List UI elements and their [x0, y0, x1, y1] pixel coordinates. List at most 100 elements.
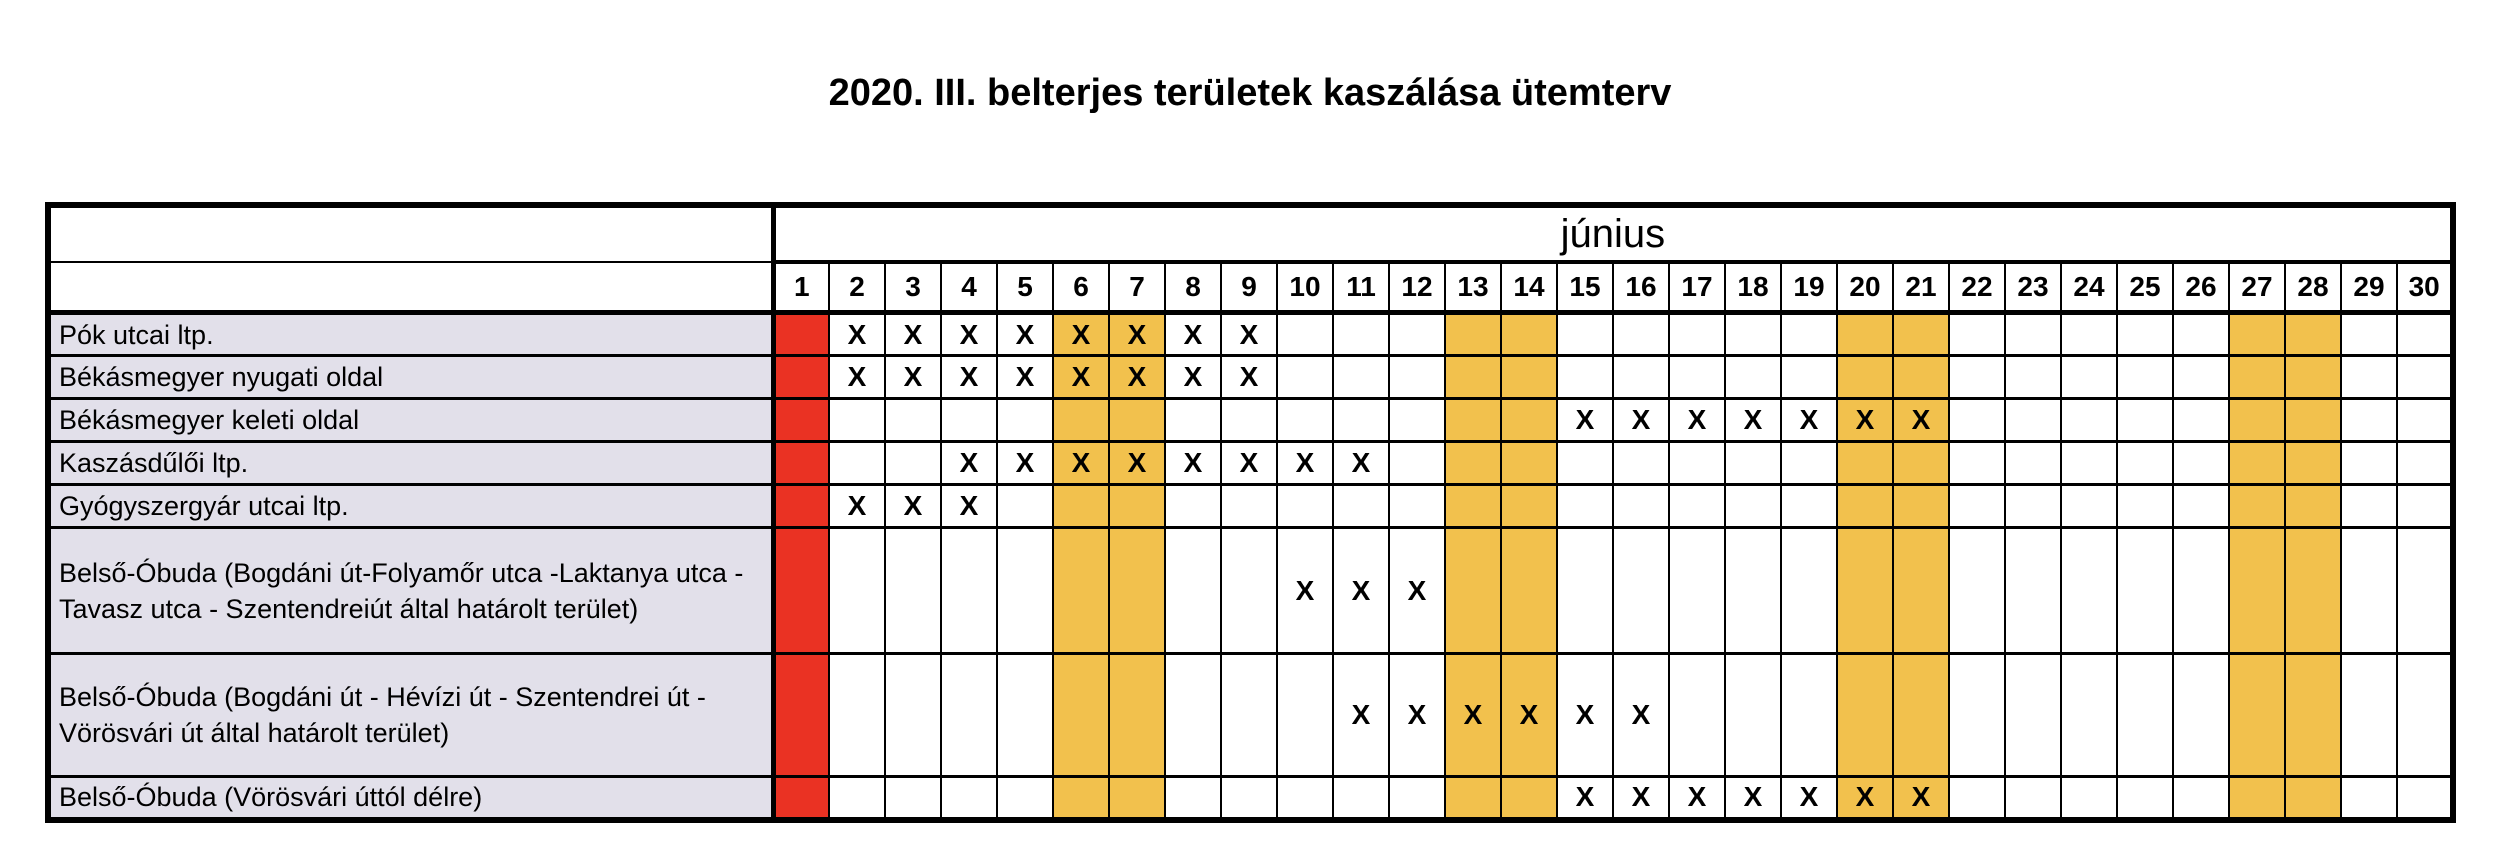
- day-cell-marked: X: [828, 311, 886, 357]
- day-cell-marked: X: [1108, 311, 1166, 357]
- day-cell-marked: X: [1332, 526, 1390, 655]
- day-cell: [1108, 483, 1166, 529]
- day-cell: [2340, 526, 2398, 655]
- day-cell: [2284, 483, 2342, 529]
- day-cell: [2228, 775, 2286, 821]
- day-cell: [2060, 775, 2118, 821]
- day-cell: [1892, 311, 1950, 357]
- day-header-16: 16: [1612, 261, 1670, 315]
- day-header-13: 13: [1444, 261, 1502, 315]
- day-cell: [1220, 526, 1278, 655]
- day-cell: [1556, 483, 1614, 529]
- corner-cell-bottom: [47, 261, 776, 315]
- day-cell-marked: X: [1836, 775, 1894, 821]
- day-cell: [1780, 526, 1838, 655]
- day-cell: [1612, 354, 1670, 400]
- day-cell: [1780, 652, 1838, 778]
- day-cell: [1500, 526, 1558, 655]
- day-cell: [2004, 775, 2062, 821]
- area-row: Belső-Óbuda (Vörösvári úttól délre) X X X X X…: [47, 775, 2455, 821]
- day-cell: [996, 775, 1054, 821]
- day-cell: [2060, 440, 2118, 486]
- table-header: június 1 2 3 4 5 6 7 8 9 10 11 12 13 14 15 16 17 18 19 20 21…: [47, 204, 2455, 315]
- month-header-row: június: [47, 204, 2455, 264]
- day-header-24: 24: [2060, 261, 2118, 315]
- area-row: Kaszásdűlői ltp. X X X X X X X X: [47, 440, 2455, 486]
- day-cell: [2284, 397, 2342, 443]
- area-label: Belső-Óbuda (Vörösvári úttól délre): [47, 775, 776, 821]
- day-cell: [2172, 652, 2230, 778]
- day-cell-marked: X: [1668, 775, 1726, 821]
- day-cell: [2340, 440, 2398, 486]
- month-header: június: [771, 204, 2455, 264]
- day-cell: [2340, 311, 2398, 357]
- day-cell-marked: X: [1052, 354, 1110, 400]
- day-header-1: 1: [772, 261, 830, 315]
- day-cell: [2284, 526, 2342, 655]
- day-cell: [772, 311, 830, 357]
- day-cell: [2395, 311, 2455, 357]
- day-cell-marked: X: [1612, 652, 1670, 778]
- day-cell-marked: X: [828, 483, 886, 529]
- day-cell: [2340, 652, 2398, 778]
- day-cell: [1500, 311, 1558, 357]
- day-cell: [1332, 311, 1390, 357]
- day-cell: [1388, 775, 1446, 821]
- day-cell: [772, 775, 830, 821]
- day-cell: [1668, 440, 1726, 486]
- day-cell: [1276, 775, 1334, 821]
- day-cell: [1948, 311, 2006, 357]
- day-cell-marked: X: [1220, 354, 1278, 400]
- day-cell-marked: X: [1332, 440, 1390, 486]
- day-cell: [2004, 440, 2062, 486]
- day-cell: [1052, 397, 1110, 443]
- day-cell: [2172, 483, 2230, 529]
- day-cell: [1108, 652, 1166, 778]
- day-cell-marked: X: [1780, 397, 1838, 443]
- day-cell: [1948, 652, 2006, 778]
- day-cell-marked: X: [884, 311, 942, 357]
- day-cell: [2004, 397, 2062, 443]
- day-header-17: 17: [1668, 261, 1726, 315]
- day-cell: [2228, 311, 2286, 357]
- day-cell: [2004, 652, 2062, 778]
- day-cell-marked: X: [1836, 397, 1894, 443]
- day-cell: [2116, 440, 2174, 486]
- day-cell: [2340, 483, 2398, 529]
- day-cell-marked: X: [1332, 652, 1390, 778]
- day-cell: [828, 652, 886, 778]
- page-title: 2020. III. belterjes területek kaszálása…: [828, 72, 1672, 114]
- day-cell: [2172, 397, 2230, 443]
- day-cell-marked: X: [996, 440, 1054, 486]
- day-cell-marked: X: [828, 354, 886, 400]
- day-cell: [1052, 526, 1110, 655]
- day-cell: [1108, 775, 1166, 821]
- day-cell: [1668, 483, 1726, 529]
- day-cell: [996, 652, 1054, 778]
- day-cell: [1500, 354, 1558, 400]
- day-cell: [1948, 526, 2006, 655]
- day-cell: [772, 652, 830, 778]
- day-cell-marked: X: [1892, 775, 1950, 821]
- day-cell: [1164, 526, 1222, 655]
- day-cell: [884, 526, 942, 655]
- day-cell: [1836, 526, 1894, 655]
- day-cell: [1164, 397, 1222, 443]
- day-cell-marked: X: [1612, 397, 1670, 443]
- day-cell: [1444, 526, 1502, 655]
- day-cell: [1892, 354, 1950, 400]
- day-header-8: 8: [1164, 261, 1222, 315]
- day-header-11: 11: [1332, 261, 1390, 315]
- day-cell: [2116, 652, 2174, 778]
- day-cell: [2004, 483, 2062, 529]
- day-cell: [1388, 311, 1446, 357]
- day-cell: [940, 526, 998, 655]
- day-cell: [1164, 652, 1222, 778]
- day-cell-marked: X: [940, 354, 998, 400]
- day-cell-marked: X: [1108, 440, 1166, 486]
- day-cell: [1164, 483, 1222, 529]
- area-label: Belső-Óbuda (Bogdáni út-Folyamőr utca -L…: [47, 526, 776, 655]
- day-cell: [2116, 397, 2174, 443]
- day-cell: [1780, 440, 1838, 486]
